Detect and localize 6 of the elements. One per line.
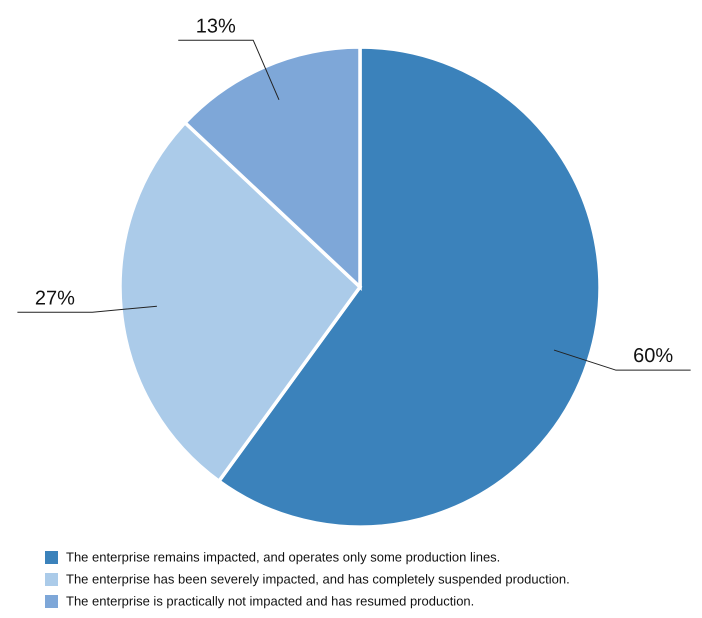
legend-label: The enterprise is practically not impacted and has resumed production. [66, 594, 474, 608]
data-label: 27% [34, 287, 76, 310]
data-label: 60% [633, 345, 674, 368]
legend-label: The enterprise remains impacted, and operates only some production lines. [66, 550, 500, 564]
data-label: 13% [196, 15, 236, 38]
legend-label: The enterprise has been severely impacted, and has completely suspended production. [66, 572, 570, 586]
